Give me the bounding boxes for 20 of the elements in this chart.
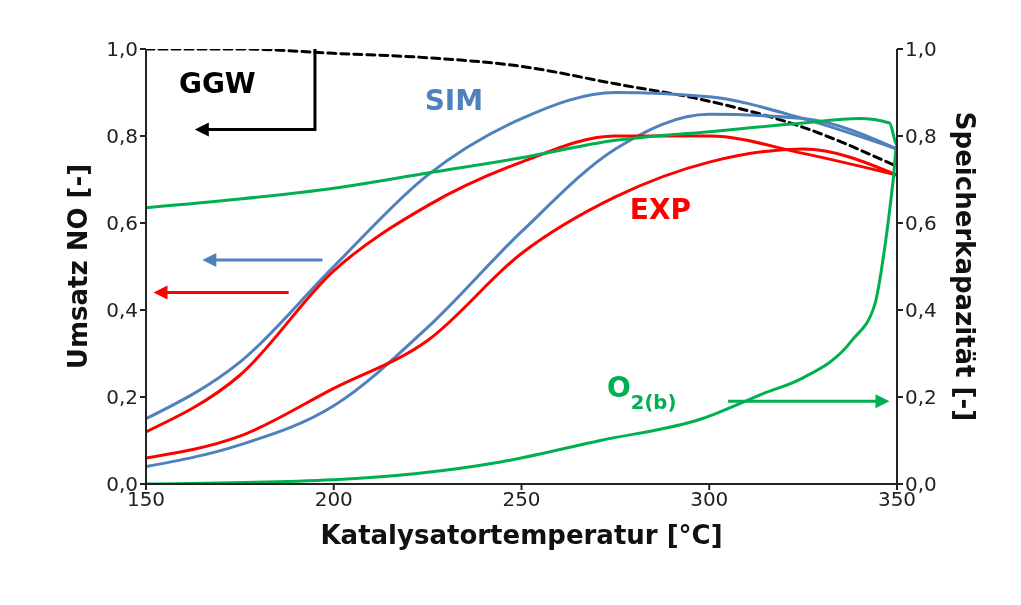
x-tick-label: 250: [502, 487, 541, 512]
y-tick-label: 0,2: [106, 385, 138, 410]
y2-tick-label: 0,2: [905, 385, 937, 410]
y-tick-label: 0,6: [106, 211, 138, 236]
y2-tick-label: 1,0: [905, 37, 937, 62]
y2-tick-label: 0,4: [905, 298, 937, 323]
y2-axis-title: Speicherkapazität [-]: [949, 111, 980, 422]
series-label: GGW: [178, 66, 256, 100]
y2-tick-label: 0,6: [905, 211, 937, 236]
y-tick-label: 0,4: [106, 298, 138, 323]
series-label: O$_{2(b)}$: [606, 371, 677, 414]
y2-tick-label: 0,8: [905, 124, 937, 149]
text: EXP: [629, 192, 692, 226]
y-axis-title: Umsatz NO [-]: [63, 163, 94, 370]
y-tick-label: 1,0: [106, 37, 138, 62]
y-tick-label: 0,8: [106, 124, 138, 149]
x-tick-label: 200: [314, 487, 353, 512]
x-axis-title: Katalysatortemperatur [°C]: [320, 520, 723, 550]
x-tick-label: 300: [690, 487, 729, 512]
series-label: SIM: [424, 83, 484, 117]
